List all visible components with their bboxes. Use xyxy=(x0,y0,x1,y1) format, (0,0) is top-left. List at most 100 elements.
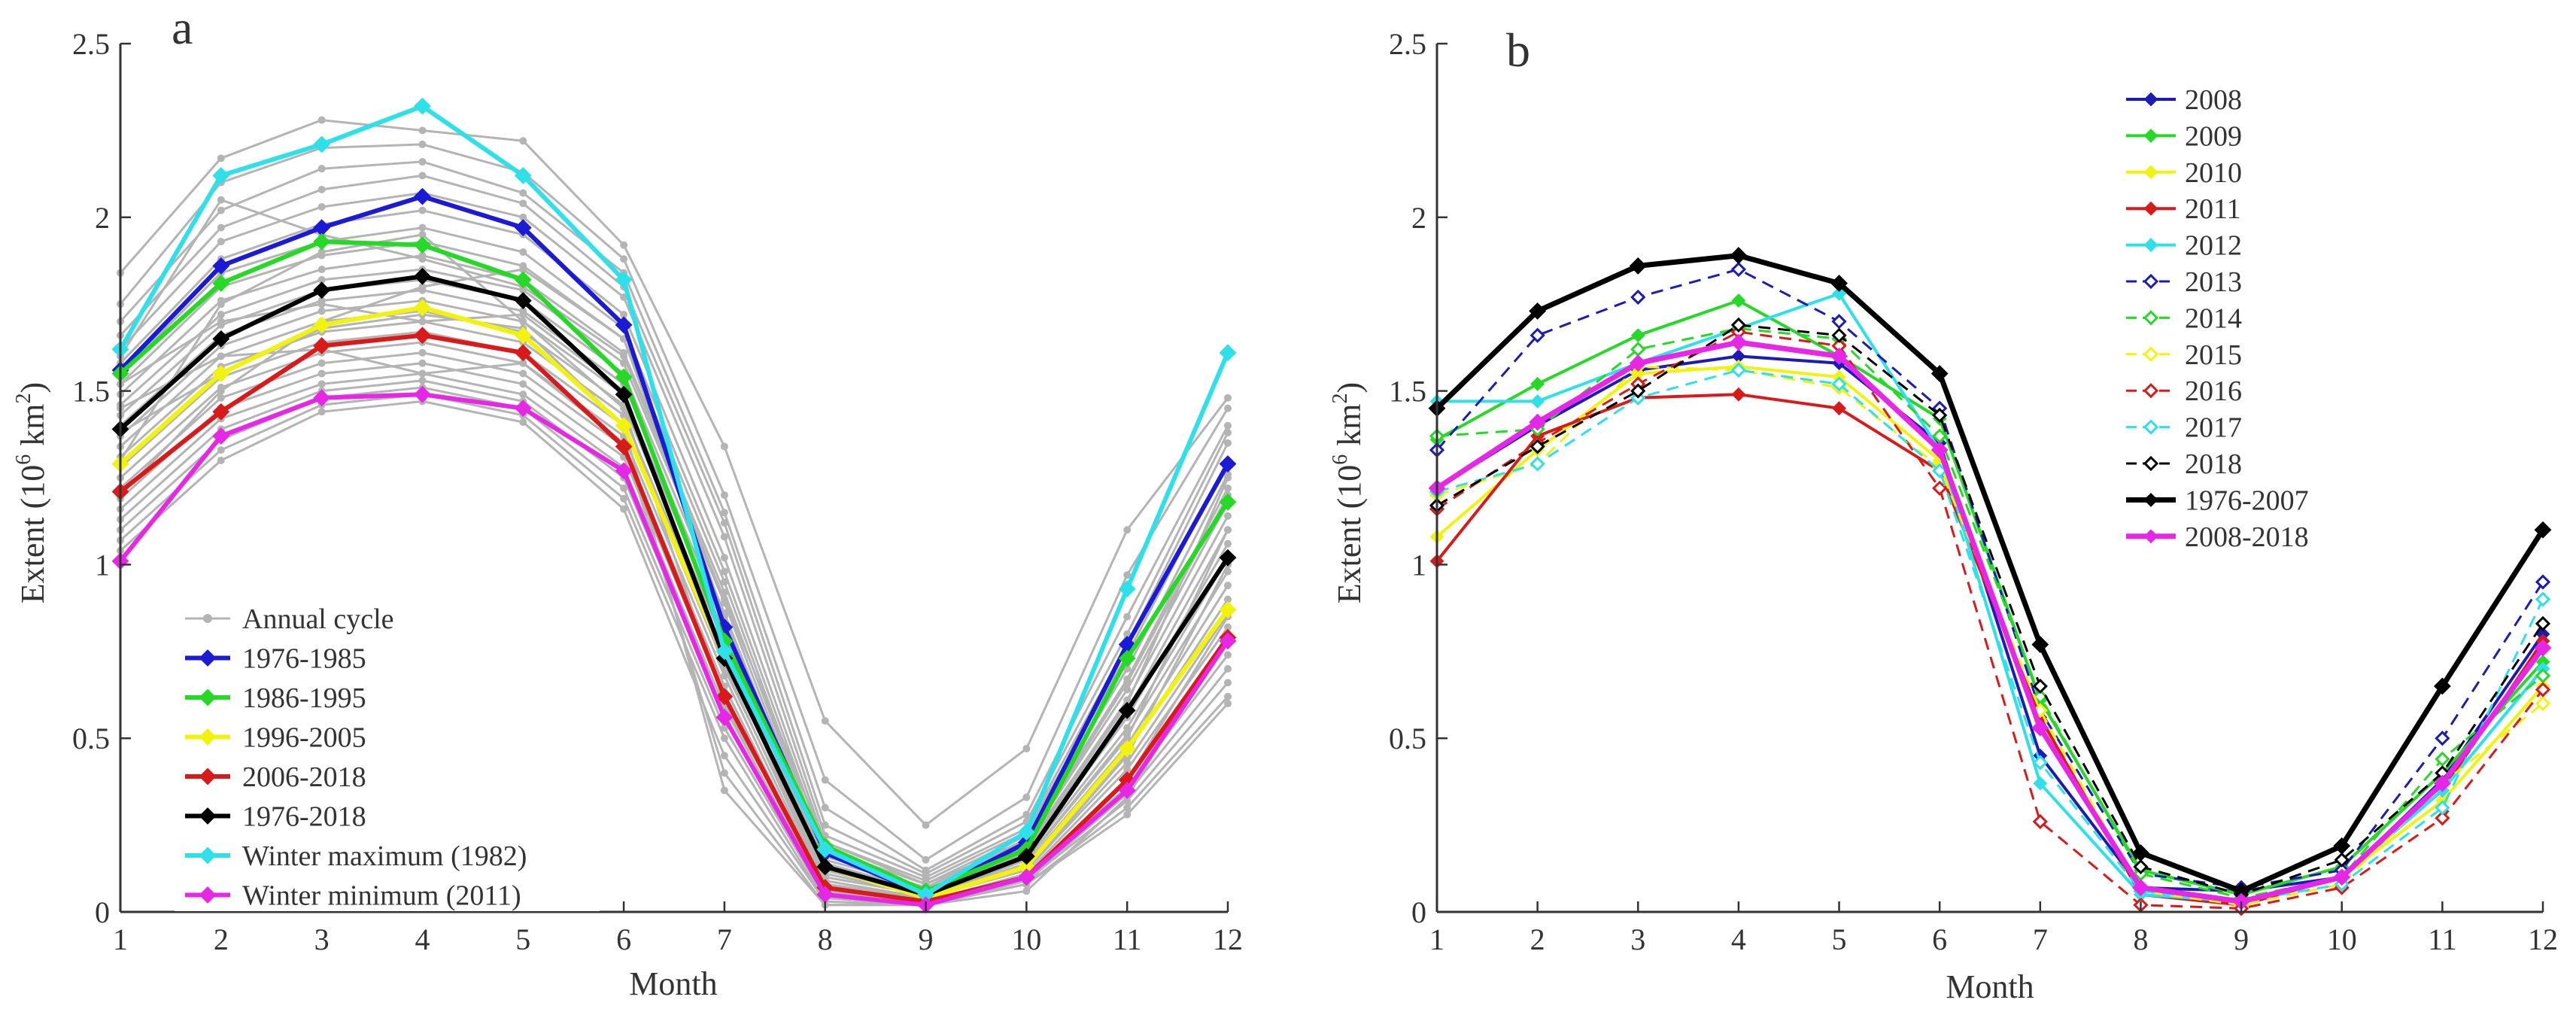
point-1-2018-m4 xyxy=(1730,317,1747,333)
x-tick-label-1-8: 8 xyxy=(2133,922,2148,956)
point-1-2016-m7 xyxy=(2032,813,2048,830)
point-0-1986-1995-m6 xyxy=(615,368,633,386)
point-0-Winter maximum (1982)-m6 xyxy=(615,271,633,289)
point-0-Winter minimum (2011)-m5 xyxy=(514,400,532,418)
panel-a-label: a xyxy=(172,1,193,54)
point-0-1986-1995-m2 xyxy=(212,275,230,292)
point-0-Winter minimum (2011)-m10 xyxy=(1017,868,1035,886)
y-tick-label-0-0: 0 xyxy=(95,895,110,929)
annual-cycle-point-15-m12 xyxy=(1224,595,1232,603)
annual-cycle-point-6-m4 xyxy=(418,223,427,232)
y-tick-label-0-5: 2.5 xyxy=(72,27,110,61)
annual-cycle-point-0-m2 xyxy=(217,154,225,163)
annual-cycle-point-11-m12 xyxy=(1224,539,1232,548)
annual-cycle-point-0-m11 xyxy=(1123,526,1132,534)
annual-cycle-point-1-m8 xyxy=(821,776,829,784)
annual-cycle-point-2-m7 xyxy=(720,509,728,517)
annual-cycle-point-18-m5 xyxy=(519,380,527,388)
series-line-0-1996-2005 xyxy=(118,305,1230,901)
annual-cycle-point-23-m5 xyxy=(519,418,527,427)
annual-cycle-point-17-m11 xyxy=(1123,765,1132,773)
annual-cycle-point-4-m7 xyxy=(720,533,728,541)
point-1-2018-m7 xyxy=(2032,678,2048,694)
legend-a-marker-7 xyxy=(199,886,217,904)
y-tick-label-0-4: 2 xyxy=(95,201,110,235)
point-1-2009-m2 xyxy=(1530,376,1545,391)
point-0-Winter minimum (2011)-m12 xyxy=(1219,632,1237,650)
annual-cycle-point-26-m7 xyxy=(720,769,728,777)
legend-a-label-2: 1986-1995 xyxy=(242,682,366,714)
legend-b-label-0: 2008 xyxy=(2185,84,2242,116)
point-0-2006-2018-m3 xyxy=(313,337,331,355)
point-1-1976-2007-m6 xyxy=(1930,365,1949,382)
annual-cycle-point-24-m2 xyxy=(217,196,225,204)
point-1-2008-2018-m4 xyxy=(1730,333,1748,351)
annual-cycle-point-0-m9 xyxy=(922,821,930,829)
annual-cycle-point-7-m12 xyxy=(1224,484,1232,492)
annual-cycle-line-2 xyxy=(119,160,1229,872)
point-0-Winter maximum (1982)-m11 xyxy=(1118,580,1136,598)
annual-cycle-point-17-m3 xyxy=(317,359,326,367)
legend-a-marker-0 xyxy=(203,614,212,623)
annual-cycle-point-1-m7 xyxy=(720,491,728,500)
legend-b-marker-0 xyxy=(2143,92,2158,107)
legend-b-label-9: 2017 xyxy=(2185,412,2242,444)
annual-cycle-point-0-m6 xyxy=(620,241,628,249)
point-0-1986-1995-m4 xyxy=(414,236,431,254)
annual-cycle-point-4-m2 xyxy=(217,238,225,246)
annual-cycle-point-26-m5 xyxy=(519,359,527,367)
point-0-1976-1985-m4 xyxy=(414,187,431,205)
y-tick-label-1-2: 1 xyxy=(1411,548,1426,582)
point-0-Winter minimum (2011)-m2 xyxy=(212,427,230,445)
x-tick-label-0-9: 9 xyxy=(919,922,934,956)
annual-cycle-point-3-m4 xyxy=(418,172,427,180)
x-tick-label-0-6: 6 xyxy=(616,922,631,956)
annual-cycle-point-3-m12 xyxy=(1224,428,1232,436)
point-1-2008-2018-m12 xyxy=(2534,639,2552,657)
legend-b-marker-8 xyxy=(2143,383,2159,399)
point-0-1996-2005-m12 xyxy=(1219,600,1237,618)
x-tick-label-0-2: 2 xyxy=(214,922,229,956)
legend-b-label-1: 2009 xyxy=(2185,120,2242,152)
annual-cycle-point-12-m3 xyxy=(317,307,326,315)
point-1-2018-m8 xyxy=(2133,858,2149,875)
y-tick-label-1-0: 0 xyxy=(1411,895,1426,929)
annual-cycle-point-2-m11 xyxy=(1123,612,1132,621)
point-0-1976-2018-m2 xyxy=(212,330,230,348)
point-0-2006-2018-m7 xyxy=(715,688,734,706)
annual-cycle-point-0-m3 xyxy=(317,116,326,124)
point-1-1976-2007-m3 xyxy=(1629,257,1647,275)
point-0-1976-2018-m5 xyxy=(514,292,532,309)
annual-cycle-point-2-m4 xyxy=(418,157,427,166)
annual-cycle-point-27-m2 xyxy=(217,300,225,308)
annual-cycle-point-24-m11 xyxy=(1123,679,1132,687)
point-0-Winter minimum (2011)-m7 xyxy=(715,709,734,726)
annual-cycle-point-17-m5 xyxy=(519,369,527,378)
legend-b-marker-7 xyxy=(2143,346,2159,362)
point-1-2013-m12 xyxy=(2535,574,2551,590)
point-1-1976-2007-m2 xyxy=(1529,302,1547,320)
annual-cycle-point-28-m2 xyxy=(217,318,225,326)
legend-b-label-4: 2012 xyxy=(2185,230,2242,262)
point-1-2009-m3 xyxy=(1630,328,1645,343)
series-line-1-2017 xyxy=(1436,369,2544,903)
annual-cycle-point-7-m7 xyxy=(720,578,728,586)
series-line-0-1976-2018 xyxy=(118,274,1230,897)
annual-cycle-point-9-m3 xyxy=(317,275,326,284)
point-1-2017-m11 xyxy=(2435,800,2450,816)
annual-cycle-point-25-m4 xyxy=(418,283,427,291)
annual-cycle-point-29-m10 xyxy=(1022,887,1031,895)
annual-cycle-point-6-m11 xyxy=(1123,664,1132,673)
legend-a-marker-3 xyxy=(199,728,217,746)
annual-cycle-point-29-m7 xyxy=(720,786,728,795)
point-1-2015-m12 xyxy=(2535,695,2551,712)
point-1-2017-m5 xyxy=(1831,376,1847,392)
point-1-1976-2007-m10 xyxy=(2333,837,2351,855)
series-line-0-1976-1985 xyxy=(118,194,1230,897)
legend-a-marker-2 xyxy=(199,688,217,707)
legend-b-label-5: 2013 xyxy=(2185,266,2242,298)
annual-cycle-point-18-m4 xyxy=(418,359,427,367)
series-line-1-2018 xyxy=(1436,324,2544,896)
